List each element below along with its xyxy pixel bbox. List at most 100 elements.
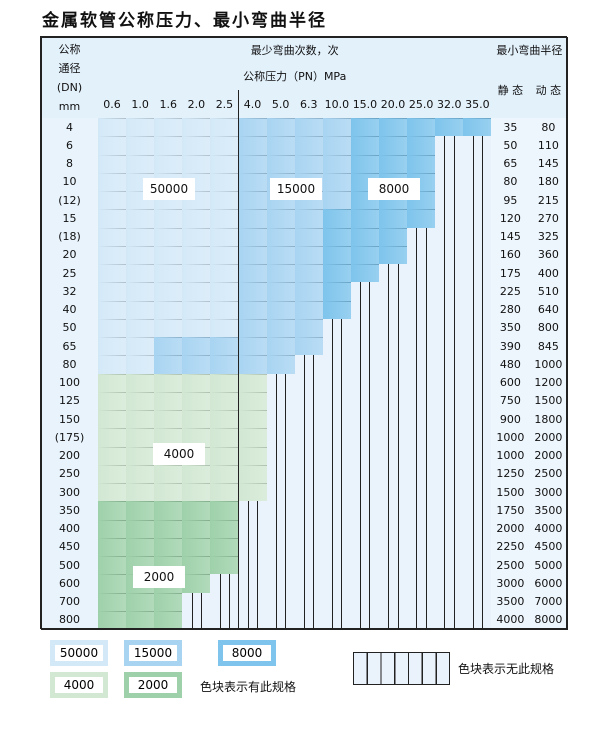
spec-cell-c [379,209,409,229]
spec-cell-a [98,318,128,338]
spec-cell-b [182,355,212,375]
spec-cell-b [238,264,268,284]
spec-cell-c [350,118,380,138]
legend-swatch-4000: 4000 [50,672,108,698]
spec-cell-d [154,410,184,430]
no-spec-cell [379,410,409,430]
spec-cell-a [210,118,240,138]
spec-cell-b [238,318,268,338]
legend-swatch-2000: 2000 [124,672,182,698]
dynamic-radius: 845 [529,337,569,357]
no-spec-cell [407,318,437,338]
no-spec-cell [294,391,324,411]
dn-header-line: mm [58,99,81,113]
spec-cell-b [266,300,296,320]
no-spec-cell [322,391,352,411]
dn-value: 6 [41,136,99,156]
spec-cell-e [210,537,240,557]
spec-cell-b [266,264,296,284]
no-spec-cell [463,355,493,375]
dynamic-header: 动 态 [529,62,569,119]
dynamic-radius: 3500 [529,501,569,521]
dynamic-radius: 2000 [529,446,569,466]
static-radius: 2500 [491,556,531,576]
spec-cell-b [322,191,352,211]
spec-cell-b [238,118,268,138]
spec-cell-b [266,154,296,174]
no-spec-cell [350,337,380,357]
spec-cell-b [266,282,296,302]
spec-cell-a [126,282,156,302]
static-radius: 480 [491,355,531,375]
spec-cell-c [322,300,352,320]
spec-cell-b [182,337,212,357]
spec-cell-d [238,373,268,393]
spec-cell-e [98,519,128,539]
dn-value: 125 [41,391,99,411]
dynamic-radius: 1000 [529,355,569,375]
spec-cell-e [126,610,156,630]
no-spec-cell [463,282,493,302]
spec-cell-a [154,227,184,247]
static-radius: 145 [491,227,531,247]
region-label-c: 8000 [368,178,420,200]
no-spec-cell [463,264,493,284]
no-spec-cell [238,519,268,539]
has-spec-legend-text: 色块表示有此规格 [200,680,297,694]
static-radius: 3000 [491,574,531,594]
spec-cell-a [126,337,156,357]
no-spec-cell [379,464,409,484]
dynamic-radius: 640 [529,300,569,320]
spec-cell-e [210,519,240,539]
spec-cell-d [210,391,240,411]
spec-cell-a [98,355,128,375]
pressure-column-header: 4.0 [238,90,268,119]
spec-cell-e [210,501,240,521]
spec-cell-d [126,446,156,466]
spec-cell-b [294,227,324,247]
dn-value: 300 [41,483,99,503]
no-spec-cell [435,483,465,503]
spec-cell-a [210,172,240,192]
no-spec-cell [322,574,352,594]
spec-cell-a [210,282,240,302]
no-spec-cell [350,592,380,612]
spec-cell-a [98,118,128,138]
no-spec-cell [266,592,296,612]
static-radius: 1500 [491,483,531,503]
dn-value: 10 [41,172,99,192]
spec-cell-c [407,136,437,156]
spec-cell-a [98,282,128,302]
spec-cell-b [322,154,352,174]
pressure-column-header: 32.0 [435,90,465,119]
spec-cell-a [182,264,212,284]
no-spec-cell [435,282,465,302]
spec-cell-b [322,118,352,138]
dn-value: 450 [41,537,99,557]
no-spec-cell [379,282,409,302]
spec-cell-b [294,136,324,156]
spec-cell-b [238,355,268,375]
spec-cell-c [350,245,380,265]
no-spec-cell [294,610,324,630]
no-spec-cell [435,154,465,174]
spec-cell-b [238,337,268,357]
spec-cell-e [182,556,212,576]
spec-cell-c [322,227,352,247]
spec-cell-c [322,209,352,229]
dn-value: 25 [41,264,99,284]
dynamic-radius: 7000 [529,592,569,612]
spec-cell-d [238,464,268,484]
spec-cell-b [322,172,352,192]
spec-cell-d [238,428,268,448]
no-spec-legend-text: 色块表示无此规格 [458,662,555,676]
dn-header-line: 公称 [58,42,81,56]
no-spec-cell [266,574,296,594]
spec-cell-a [126,300,156,320]
spec-cell-a [182,282,212,302]
spec-cell-e [154,592,184,612]
no-spec-cell [266,537,296,557]
no-spec-cell [322,610,352,630]
no-spec-cell [294,556,324,576]
no-spec-cell [182,592,212,612]
